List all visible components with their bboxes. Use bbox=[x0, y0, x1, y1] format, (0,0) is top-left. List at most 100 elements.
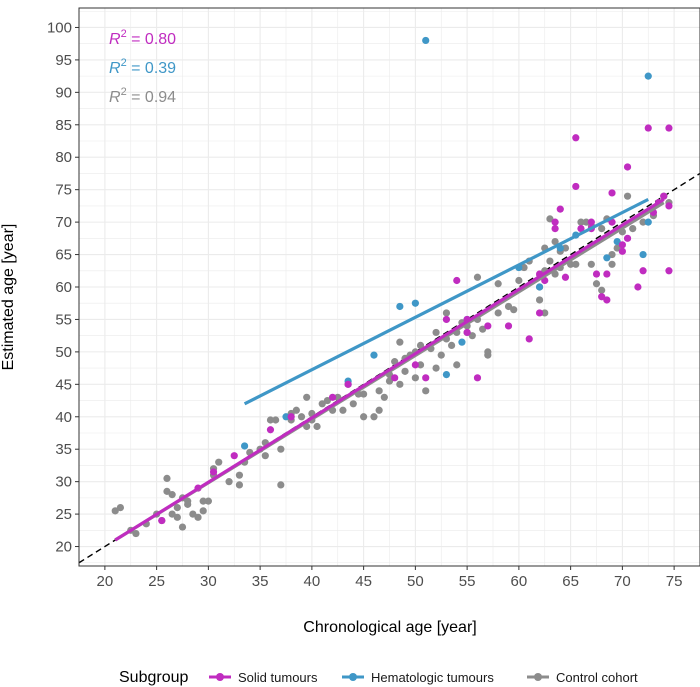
point-solid-tumours bbox=[473, 374, 482, 382]
y-tick-label: 50 bbox=[55, 344, 72, 361]
point-control-cohort bbox=[266, 416, 275, 424]
point-control-cohort bbox=[385, 377, 394, 385]
x-tick-label: 40 bbox=[304, 573, 321, 590]
point-control-cohort bbox=[546, 257, 554, 265]
y-tick-label: 20 bbox=[55, 539, 72, 556]
point-solid-tumours bbox=[603, 270, 611, 278]
point-solid-tumours bbox=[665, 202, 673, 210]
point-control-cohort bbox=[561, 244, 570, 252]
point-solid-tumours bbox=[598, 293, 606, 301]
point-solid-tumours bbox=[551, 225, 559, 233]
point-control-cohort bbox=[582, 218, 590, 226]
point-hematologic-tumours bbox=[370, 351, 378, 359]
x-tick-label: 45 bbox=[355, 573, 372, 590]
point-solid-tumours bbox=[344, 380, 352, 388]
point-solid-tumours bbox=[209, 468, 218, 476]
point-solid-tumours bbox=[618, 247, 626, 255]
point-control-cohort bbox=[396, 380, 404, 388]
point-control-cohort bbox=[520, 263, 528, 272]
x-tick-label: 30 bbox=[200, 573, 217, 590]
x-tick-label: 25 bbox=[148, 573, 165, 590]
y-tick-label: 65 bbox=[55, 247, 72, 264]
point-control-cohort bbox=[494, 280, 502, 288]
point-control-cohort bbox=[401, 367, 409, 375]
legend-background bbox=[0, 660, 700, 687]
point-control-cohort bbox=[442, 309, 451, 317]
point-hematologic-tumours bbox=[396, 302, 404, 311]
fit-line-solid-tumours bbox=[114, 198, 665, 542]
y-axis-ticks: 20 25 30 35 40 45 50 55 60 65 70 75 80 85 90 95 100 bbox=[47, 19, 79, 556]
point-control-cohort bbox=[416, 341, 425, 349]
point-control-cohort bbox=[235, 471, 244, 479]
point-control-cohort bbox=[272, 416, 280, 424]
point-hematologic-tumours bbox=[535, 283, 544, 291]
point-control-cohort bbox=[375, 387, 383, 395]
point-hematologic-tumours bbox=[241, 442, 249, 450]
point-control-cohort bbox=[510, 306, 518, 314]
point-solid-tumours bbox=[592, 270, 601, 278]
point-control-cohort bbox=[396, 338, 404, 346]
point-solid-tumours bbox=[561, 273, 570, 281]
fit-lines bbox=[114, 197, 665, 542]
point-control-cohort bbox=[535, 296, 544, 304]
x-tick-label: 50 bbox=[407, 573, 424, 590]
point-solid-tumours bbox=[587, 218, 595, 226]
point-control-cohort bbox=[416, 361, 425, 369]
r2-annotations: R2 = 0.80 R2 = 0.39 R2 = 0.94 bbox=[109, 28, 176, 106]
point-control-cohort bbox=[339, 406, 347, 414]
point-control-cohort bbox=[323, 396, 331, 405]
point-control-cohort bbox=[163, 487, 171, 495]
point-control-cohort bbox=[189, 510, 197, 518]
point-control-cohort bbox=[204, 497, 212, 505]
legend-item-control-cohort: Control cohort bbox=[527, 670, 638, 685]
point-control-cohort bbox=[349, 400, 357, 408]
point-solid-tumours bbox=[463, 328, 471, 337]
point-solid-tumours bbox=[572, 134, 580, 142]
point-solid-tumours bbox=[634, 283, 642, 291]
point-control-cohort bbox=[225, 478, 233, 486]
point-control-cohort bbox=[194, 513, 202, 521]
point-solid-tumours bbox=[608, 189, 616, 197]
point-control-cohort bbox=[168, 491, 176, 499]
point-control-cohort bbox=[215, 458, 223, 466]
y-tick-label: 80 bbox=[55, 149, 72, 166]
point-control-cohort bbox=[132, 529, 140, 538]
point-solid-tumours bbox=[525, 335, 533, 343]
y-axis-title: Estimated age [year] bbox=[0, 224, 17, 371]
point-control-cohort bbox=[173, 513, 181, 521]
point-solid-tumours bbox=[484, 322, 492, 330]
legend-item-solid-tumours: Solid tumours bbox=[209, 670, 318, 685]
point-solid-tumours bbox=[665, 267, 673, 275]
point-solid-tumours bbox=[391, 374, 399, 382]
point-hematologic-tumours bbox=[422, 36, 430, 45]
point-control-cohort bbox=[261, 452, 269, 460]
legend-label: Control cohort bbox=[556, 670, 638, 685]
y-tick-label: 60 bbox=[55, 279, 72, 296]
point-control-cohort bbox=[370, 413, 378, 421]
x-tick-label: 75 bbox=[666, 573, 683, 590]
x-axis-title: Chronological age [year] bbox=[303, 619, 476, 636]
data-points bbox=[111, 36, 673, 538]
point-control-cohort bbox=[422, 387, 430, 395]
point-control-cohort bbox=[432, 364, 440, 372]
point-control-cohort bbox=[292, 406, 300, 414]
point-control-cohort bbox=[473, 273, 482, 281]
legend-title: Subgroup bbox=[119, 669, 188, 686]
legend-label: Solid tumours bbox=[238, 670, 318, 685]
x-tick-label: 65 bbox=[562, 573, 579, 590]
point-solid-tumours bbox=[572, 182, 580, 191]
point-solid-tumours bbox=[618, 241, 626, 249]
y-tick-label: 95 bbox=[55, 52, 72, 69]
point-control-cohort bbox=[380, 393, 388, 401]
point-solid-tumours bbox=[639, 267, 647, 275]
r2-annotation: R2 = 0.80 bbox=[109, 28, 176, 48]
legend-item-hematologic-tumours: Hematologic tumours bbox=[342, 670, 494, 685]
point-control-cohort bbox=[453, 361, 461, 369]
legend-label: Hematologic tumours bbox=[371, 670, 494, 685]
point-control-cohort bbox=[375, 406, 383, 414]
point-control-cohort bbox=[163, 474, 171, 483]
point-control-cohort bbox=[173, 504, 181, 512]
point-solid-tumours bbox=[411, 361, 419, 369]
point-control-cohort bbox=[178, 523, 187, 531]
